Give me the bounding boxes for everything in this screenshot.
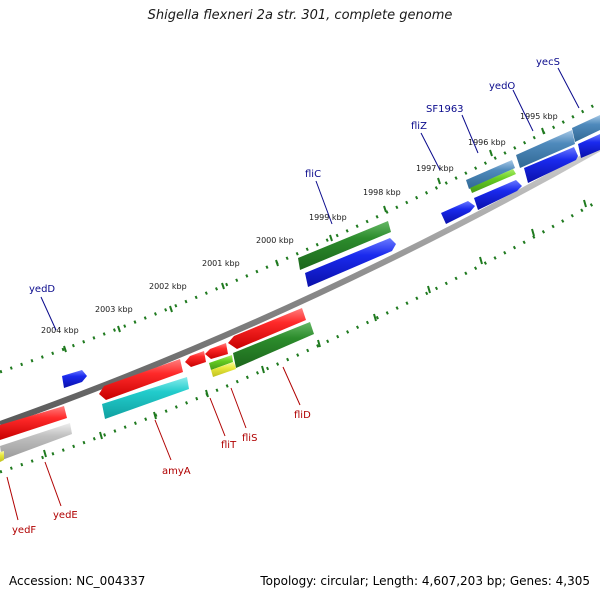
gene-yecS-steel[interactable] — [572, 115, 600, 142]
label-yecS: yecS — [536, 57, 560, 68]
major-tick — [531, 228, 535, 237]
gene-fliT-lgreen[interactable] — [209, 355, 233, 370]
accession-text: Accession: NC_004337 — [9, 574, 146, 588]
major-tick — [427, 285, 431, 294]
scale-label-1998: 1998 kbp — [363, 188, 401, 197]
major-tick — [437, 177, 441, 185]
major-tick — [489, 149, 493, 157]
scale-label-1999: 1999 kbp — [309, 213, 347, 222]
label-amyA: amyA — [162, 466, 191, 477]
scale-label-1995: 1995 kbp — [520, 112, 558, 121]
gene-yedP-blue[interactable] — [524, 147, 578, 183]
gene-fliD-green[interactable] — [233, 322, 314, 368]
scale-label-2002: 2002 kbp — [149, 282, 187, 291]
gene-amyA-cyan[interactable] — [102, 377, 189, 419]
gene-fliD-red[interactable] — [228, 308, 306, 349]
reverse-genes — [0, 308, 314, 462]
leader-fliD — [282, 366, 301, 406]
label-fliT: fliT — [221, 440, 237, 451]
gene-amyA-red[interactable] — [99, 359, 183, 400]
gene-yedE[interactable] — [0, 423, 72, 460]
major-tick — [541, 127, 545, 135]
outer-tick-dots — [0, 100, 600, 374]
leader-yedO — [512, 89, 534, 132]
leader-fliT — [209, 397, 226, 437]
major-tick — [275, 259, 279, 267]
outer-tick-ring — [0, 100, 600, 374]
major-tick — [383, 205, 387, 213]
major-tick — [329, 234, 333, 242]
gene-yedD[interactable] — [62, 370, 87, 388]
leader-SF1963 — [461, 114, 479, 154]
scale-label-1996: 1996 kbp — [468, 138, 506, 147]
leader-yecS — [557, 67, 580, 109]
scale-label-2003: 2003 kbp — [95, 305, 133, 314]
major-tick — [99, 431, 103, 440]
leader-fliC — [315, 180, 333, 225]
forward-genes — [62, 115, 600, 388]
leader-yedD — [40, 296, 57, 331]
major-tick — [63, 345, 67, 353]
label-yedD: yedD — [29, 284, 55, 295]
label-fliD: fliD — [294, 410, 311, 421]
label-yedF: yedF — [12, 525, 36, 536]
leader-yedF — [6, 476, 19, 521]
scale-label-2001: 2001 kbp — [202, 259, 240, 268]
reverse-leaders — [6, 366, 301, 521]
major-tick — [479, 256, 483, 265]
gene-red-left[interactable] — [0, 406, 67, 440]
forward-leaders — [40, 67, 580, 331]
scale-label-1997: 1997 kbp — [416, 164, 454, 173]
gene-fliC-blue[interactable] — [305, 238, 396, 287]
label-yedE: yedE — [53, 510, 78, 521]
label-yedO: yedO — [489, 81, 515, 92]
leader-amyA — [154, 419, 172, 461]
gene-yedO-steel[interactable] — [516, 130, 575, 168]
gene-yecS-blue[interactable] — [578, 134, 600, 158]
gene-yedO-blue[interactable] — [474, 180, 522, 210]
label-fliZ: fliZ — [411, 121, 427, 132]
label-fliS: fliS — [242, 433, 257, 444]
scale-labels: 2004 kbp 2003 kbp 2002 kbp 2001 kbp 2000… — [41, 112, 558, 335]
major-tick — [43, 449, 47, 458]
major-tick — [221, 282, 225, 290]
genome-backbone — [0, 145, 600, 427]
major-tick — [117, 325, 121, 333]
reverse-gene-labels: amyA fliT fliS fliD yedE yedF — [12, 410, 311, 536]
label-fliC: fliC — [305, 169, 321, 180]
major-tick — [169, 305, 173, 313]
gene-fliC-green[interactable] — [298, 221, 391, 270]
scale-label-2000: 2000 kbp — [256, 236, 294, 245]
major-tick — [373, 313, 377, 322]
scale-label-2004: 2004 kbp — [41, 326, 79, 335]
gene-fliS-red[interactable] — [205, 343, 228, 359]
leader-fliZ — [420, 132, 441, 171]
major-tick — [261, 365, 265, 374]
gene-fliT-yellow[interactable] — [211, 362, 236, 377]
gene-SF1963-green[interactable] — [470, 169, 516, 193]
major-tick — [205, 389, 209, 398]
map-title: Shigella flexneri 2a str. 301, complete … — [147, 8, 453, 23]
major-tick — [153, 411, 157, 420]
major-tick — [317, 339, 321, 348]
label-SF1963: SF1963 — [426, 104, 464, 115]
leader-yedE — [44, 461, 62, 507]
gene-yedF[interactable] — [0, 451, 4, 462]
gene-SF1963-steel[interactable] — [466, 160, 515, 189]
leader-fliS — [230, 387, 247, 429]
major-tick — [583, 199, 587, 208]
gene-fliZ[interactable] — [441, 201, 475, 224]
gene-fliT-red[interactable] — [185, 351, 206, 367]
genome-stats-text: Topology: circular; Length: 4,607,203 bp… — [260, 574, 590, 588]
inner-tick-ring — [0, 198, 600, 474]
inner-tick-dots — [0, 198, 600, 474]
forward-gene-labels: yedD fliC fliZ SF1963 yedO yecS — [29, 57, 560, 295]
